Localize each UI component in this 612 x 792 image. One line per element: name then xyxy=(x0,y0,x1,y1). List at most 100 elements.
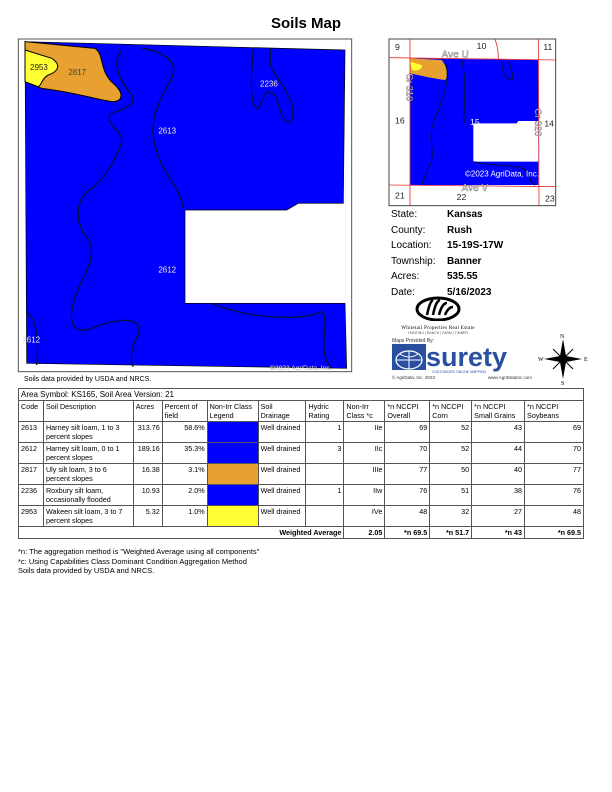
map-label-2236: 2236 xyxy=(260,80,278,89)
cell-hydric xyxy=(305,463,345,485)
location-label: Location: xyxy=(391,240,432,251)
footnote-n: *n: The aggregation method is "Weighted … xyxy=(18,547,260,556)
cell-nccpi-small-grains: 38 xyxy=(471,484,526,506)
cell-legend-swatch xyxy=(206,421,259,443)
cell-acres: 16.38 xyxy=(132,463,163,485)
weighted-average-label: Weighted Average xyxy=(17,526,344,539)
antler-icon xyxy=(415,296,461,322)
table-row: 2613 Harney silt loam, 1 to 3 percent slo… xyxy=(18,421,584,443)
cell-code: 2236 xyxy=(18,484,44,506)
section-11: 11 xyxy=(543,42,552,52)
cell-nccpi-small-grains: 43 xyxy=(471,421,526,443)
column-header: Acres xyxy=(132,400,163,422)
cell-code: 2953 xyxy=(18,505,44,527)
cell-nccpi-soybeans: 48 xyxy=(524,505,584,527)
area-symbol: Area Symbol: KS165, Soil Area Version: 2… xyxy=(18,388,584,401)
acres-label: Acres: xyxy=(391,271,420,282)
cell-class: IIw xyxy=(343,484,386,506)
column-header: *n NCCPI Soybeans xyxy=(524,400,584,422)
cell-legend-swatch xyxy=(206,442,259,464)
acres-value: 535.55 xyxy=(447,271,478,282)
section-10: 10 xyxy=(477,41,487,51)
cell-nccpi-soybeans: 69 xyxy=(524,421,584,443)
section-22: 22 xyxy=(457,192,467,202)
column-header: Soil Drainage xyxy=(257,400,307,422)
cell-nccpi-corn: 52 xyxy=(429,442,473,464)
cell-nccpi-small-grains: 44 xyxy=(471,442,526,464)
page-title: Soils Map xyxy=(270,15,341,32)
table-row: 2236 Roxbury silt loam, occasionally floo… xyxy=(18,484,584,506)
column-header: Hydric Rating xyxy=(305,400,345,422)
table-header-row: Code Soil Description Acres Percent of fiel… xyxy=(18,400,584,422)
cell-drainage: Well drained xyxy=(257,421,307,443)
soil-2817-area xyxy=(24,41,122,103)
cell-code: 2613 xyxy=(18,421,44,443)
cell-nccpi-overall: 77 xyxy=(384,463,431,485)
cell-hydric: 3 xyxy=(305,442,345,464)
footnote-c: *c: Using Capabilities Class Dominant Co… xyxy=(18,556,247,566)
map-label-2953: 2953 xyxy=(30,63,48,72)
location-value: 15-19S-17W xyxy=(447,240,504,251)
cell-nccpi-small-grains: 27 xyxy=(471,505,526,527)
cell-description: Harney silt loam, 1 to 3 percent slopes xyxy=(42,421,134,443)
road-ave-v: Ave V xyxy=(462,183,489,194)
cell-class: IIIe xyxy=(343,463,386,485)
cell-nccpi-small-grains: 40 xyxy=(471,463,526,485)
cell-drainage: Well drained xyxy=(257,484,307,506)
cell-drainage: Well drained xyxy=(257,442,307,464)
soil-2953-area xyxy=(24,49,59,88)
compass-w: W xyxy=(538,357,544,363)
whitetail-name: Whitetail Properties Real Estate xyxy=(401,326,475,331)
cell-nccpi-overall: 76 xyxy=(384,484,431,506)
cell-class: IIe xyxy=(343,421,386,443)
compass-rose-icon: N S W E xyxy=(538,334,588,385)
column-header: Code xyxy=(18,400,44,422)
cell-description: Uly silt loam, 3 to 6 percent slopes xyxy=(42,463,134,485)
column-header: *n NCCPI Small Grains xyxy=(471,400,526,422)
township-value: Banner xyxy=(447,255,482,267)
cell-percent: 3.1% xyxy=(161,463,208,485)
cell-nccpi-soybeans: 70 xyxy=(524,442,584,464)
cell-acres: 10.93 xyxy=(132,484,163,506)
cell-hydric xyxy=(305,505,345,527)
section-15: 15 xyxy=(470,117,480,127)
cell-nccpi-overall: 70 xyxy=(384,442,431,464)
agridata-copyright: © AgriData, Inc. 2023 xyxy=(392,375,435,380)
weighted-soybeans: *n 69.5 xyxy=(524,526,584,539)
column-header: Soil Description xyxy=(42,400,134,422)
cell-nccpi-soybeans: 77 xyxy=(524,463,584,485)
section-16: 16 xyxy=(395,115,405,125)
cell-acres: 313.76 xyxy=(132,421,163,443)
cell-nccpi-corn: 50 xyxy=(429,463,473,485)
surety-wordmark: surety xyxy=(426,342,508,372)
table-row: 2953 Wakeen silt loam, 3 to 7 percent slo… xyxy=(18,505,584,527)
section-23: 23 xyxy=(545,194,555,204)
locator-map: 9 10 11 16 15 14 21 22 23 Ave U Ave V Cr… xyxy=(388,38,557,207)
surety-tagline: CUSTOMIZED ONLINE MAPPING xyxy=(432,370,487,374)
cell-drainage: Well drained xyxy=(257,463,307,485)
section-9: 9 xyxy=(395,42,400,52)
cell-nccpi-overall: 69 xyxy=(384,421,431,443)
cell-hydric: 1 xyxy=(305,421,345,443)
cell-nccpi-soybeans: 76 xyxy=(524,484,584,506)
cell-hydric: 1 xyxy=(305,484,345,506)
locator-copyright: ©2023 AgriData, Inc. xyxy=(465,170,539,179)
map-label-2612-sw: 2612 xyxy=(22,335,40,344)
road-cr-310: Cr 310 xyxy=(405,73,415,101)
cell-acres: 5.32 xyxy=(132,505,163,527)
agridata-url: www.AgriDataInc.com xyxy=(487,375,532,380)
cell-legend-swatch xyxy=(206,484,259,506)
weighted-average-row: Weighted Average 2.05 *n 69.5 *n 51.7 *n… xyxy=(17,526,584,539)
cell-drainage: Well drained xyxy=(257,505,307,527)
soils-map: 2953 2817 2236 2613 2612 2612 ©2023 Agri… xyxy=(17,38,353,373)
section-14: 14 xyxy=(544,119,554,129)
road-cr-320: Cr 320 xyxy=(533,108,543,136)
footnotes: *n: The aggregation method is "Weighted … xyxy=(18,547,259,576)
state-label: State: xyxy=(391,209,418,220)
cell-percent: 2.0% xyxy=(161,484,208,506)
map-source-note: Soils data provided by USDA and NRCS. xyxy=(24,376,152,383)
column-header: *n NCCPI Corn xyxy=(429,400,473,422)
cell-nccpi-corn: 51 xyxy=(429,484,473,506)
map-label-2817: 2817 xyxy=(68,68,86,77)
